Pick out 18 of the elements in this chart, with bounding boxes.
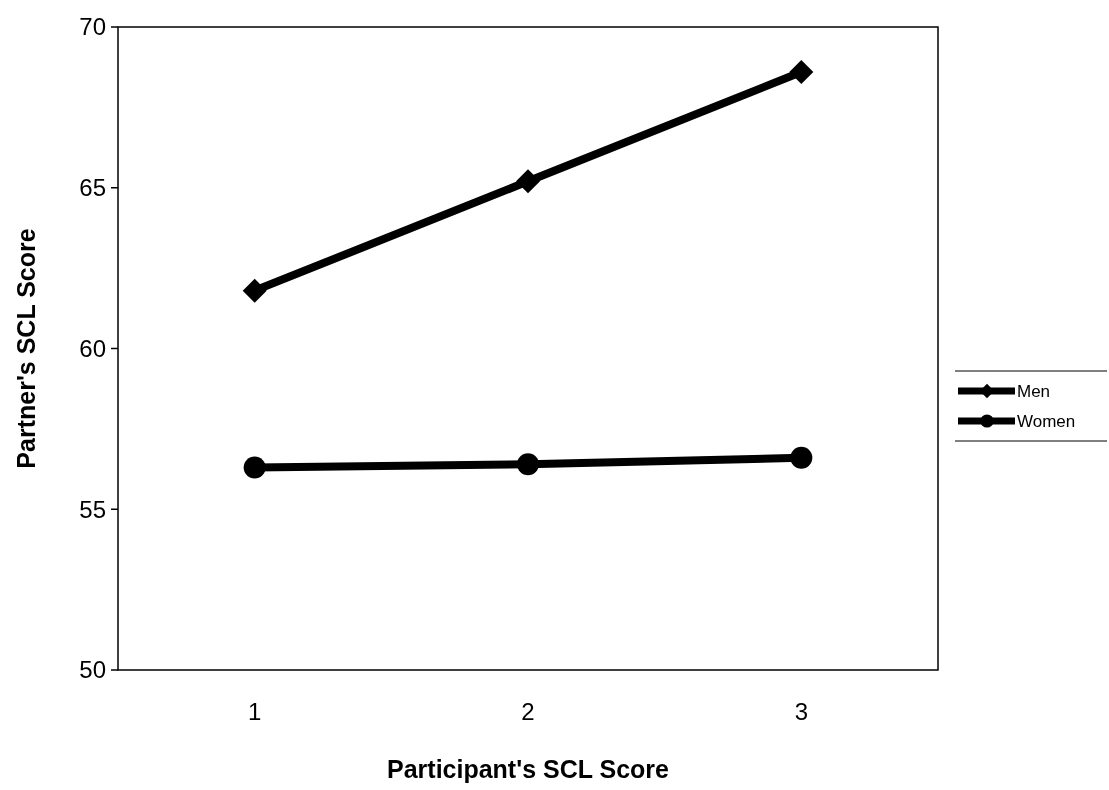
y-tick-label: 70 (79, 13, 106, 41)
point (516, 169, 540, 194)
legend-label: Women (1017, 411, 1076, 431)
legend-label: Men (1017, 381, 1051, 401)
x-tick-label: 2 (521, 698, 535, 725)
point (243, 456, 266, 479)
y-tick-label: 60 (79, 334, 106, 362)
point (517, 453, 539, 476)
y-tick-label: 65 (79, 174, 106, 202)
point (790, 446, 813, 469)
y-tick-label: 55 (79, 495, 106, 523)
y-tick-label: 50 (79, 656, 106, 684)
x-axis-title: Participant's SCL Score (387, 755, 670, 783)
x-tick-label: 1 (247, 698, 262, 725)
x-tick-label: 3 (794, 698, 809, 725)
y-axis-title: Partner's SCL Score (12, 228, 40, 469)
point (242, 278, 267, 303)
point (789, 60, 814, 85)
